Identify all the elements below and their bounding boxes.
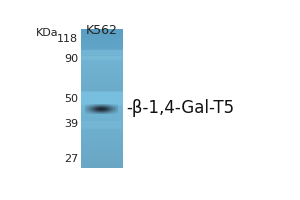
Text: 27: 27: [64, 154, 78, 164]
Text: 50: 50: [64, 94, 78, 104]
Text: 118: 118: [57, 34, 78, 44]
Text: KDa: KDa: [36, 28, 58, 38]
Bar: [80, 121, 122, 129]
Text: K562: K562: [85, 24, 117, 37]
Text: -β-1,4-Gal-T5: -β-1,4-Gal-T5: [126, 99, 234, 117]
Text: 90: 90: [64, 54, 78, 64]
Text: 39: 39: [64, 119, 78, 129]
Bar: [80, 56, 122, 60]
